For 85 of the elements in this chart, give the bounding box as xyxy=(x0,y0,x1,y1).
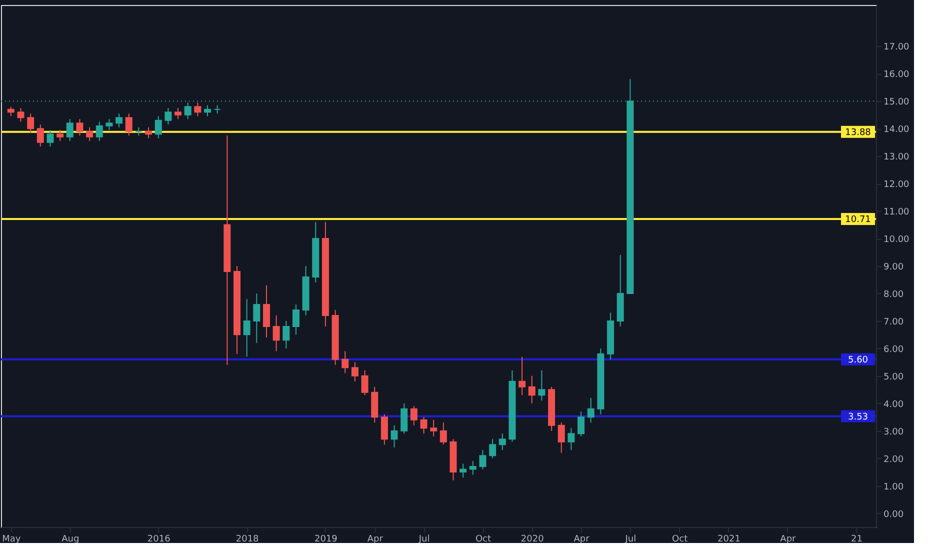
ref-line-label: 5.60 xyxy=(848,355,868,366)
candlestick xyxy=(479,450,486,470)
x-tick-label: May xyxy=(2,534,22,544)
candlestick xyxy=(7,106,14,117)
x-tick-label: 2016 xyxy=(147,534,171,544)
x-tick-label: Apr xyxy=(574,534,590,544)
y-tick-label: 12.00 xyxy=(884,180,910,190)
y-tick-label: 3.00 xyxy=(884,427,904,438)
x-tick-label: 2018 xyxy=(236,534,260,544)
y-tick-label: 0.00 xyxy=(884,510,904,520)
candlestick xyxy=(568,428,575,451)
x-tick-label: Apr xyxy=(780,534,796,544)
x-tick-label: Jul xyxy=(624,534,636,544)
y-tick-label: 16.00 xyxy=(884,70,910,80)
x-tick-label: Jul xyxy=(418,534,430,544)
candlestick xyxy=(342,350,349,374)
y-tick-label: 17.00 xyxy=(884,42,910,53)
x-tick-label: 2021 xyxy=(718,534,740,544)
candlestick xyxy=(558,422,565,454)
candlestick xyxy=(361,370,368,396)
candlestick xyxy=(154,116,162,139)
candlestick xyxy=(430,419,438,437)
candlestick xyxy=(184,102,192,120)
x-tick-label: Oct xyxy=(672,534,688,544)
candlestick xyxy=(145,126,152,139)
candlestick xyxy=(96,121,103,142)
y-tick-label: 14.00 xyxy=(884,125,910,136)
x-tick-label: Aug xyxy=(62,534,80,544)
candlestick xyxy=(528,375,536,404)
y-tick-label: 9.00 xyxy=(884,262,904,272)
y-tick-label: 8.00 xyxy=(884,290,904,300)
candlestick xyxy=(86,126,94,142)
candlestick xyxy=(106,118,113,131)
y-tick-label: 2.00 xyxy=(884,454,904,465)
candlestick xyxy=(489,438,496,459)
candlestick xyxy=(262,284,270,338)
candlestick xyxy=(440,422,447,446)
candlestick xyxy=(174,108,182,120)
y-tick-label: 13.00 xyxy=(884,152,910,163)
candlestick xyxy=(578,411,585,437)
y-tick-label: 10.00 xyxy=(884,235,910,246)
candlestick xyxy=(27,113,34,134)
candlestick xyxy=(587,397,594,424)
ref-line-label: 10.71 xyxy=(845,215,871,226)
x-tick-label: 2019 xyxy=(314,534,338,544)
x-tick-label: Apr xyxy=(367,534,384,544)
candlestick xyxy=(164,108,172,126)
y-tick-label: 5.00 xyxy=(884,372,904,382)
y-tick-label: 7.00 xyxy=(884,317,904,328)
y-tick-label: 11.00 xyxy=(884,208,910,218)
candlestick xyxy=(538,370,546,402)
x-tick-label: Oct xyxy=(475,534,492,544)
candlestick xyxy=(194,102,202,117)
candlestick xyxy=(36,124,44,147)
candlestick xyxy=(66,118,74,142)
candlestick xyxy=(420,416,428,434)
candlestick xyxy=(469,460,476,476)
candlestick xyxy=(17,108,24,122)
y-tick-label: 4.00 xyxy=(884,400,904,410)
candlestick xyxy=(410,406,418,426)
candlestick xyxy=(76,118,84,136)
candlestick xyxy=(253,292,260,344)
candlestick xyxy=(518,356,526,396)
x-tick-label: 21 xyxy=(851,534,862,544)
y-tick-label: 6.00 xyxy=(884,344,904,355)
candlestick xyxy=(498,433,506,451)
candlestick xyxy=(272,314,280,352)
candlestick xyxy=(46,130,54,147)
candlestick xyxy=(116,113,123,128)
candlestick xyxy=(56,130,64,142)
ref-line-label: 13.88 xyxy=(845,128,872,138)
candlestick xyxy=(204,104,212,117)
candlestick xyxy=(351,362,358,382)
candlestick xyxy=(400,402,408,434)
candlestick xyxy=(390,424,398,448)
ref-line-label: 3.53 xyxy=(848,412,868,422)
y-tick-label: 1.00 xyxy=(884,482,904,492)
y-tick-label: 15.00 xyxy=(884,98,910,108)
candlestick xyxy=(243,298,250,358)
candlestick xyxy=(282,320,290,349)
x-tick-label: 2020 xyxy=(520,534,544,544)
candlestick xyxy=(380,414,388,446)
candlestick xyxy=(460,463,467,478)
candlestick xyxy=(125,113,132,136)
candlestick xyxy=(292,304,300,336)
